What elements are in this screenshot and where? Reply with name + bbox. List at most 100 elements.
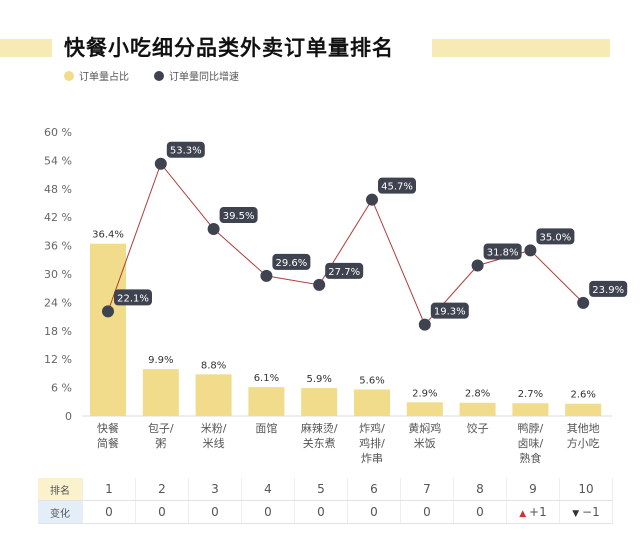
y-tick-label: 0 [65,410,72,423]
legend-line-label: 订单量同比增速 [169,72,239,83]
bar-label: 9.9% [148,355,173,366]
x-tick-label: 简餐 [97,436,119,450]
bar-label: 2.9% [412,388,437,399]
x-tick-label: 麻辣烫/ [301,421,338,435]
bar-label: 2.7% [518,389,543,400]
change-cell: 0 [241,500,295,524]
x-tick-label: 方小吃 [567,436,600,450]
bar [90,243,126,416]
x-tick-label: 粥 [155,437,166,450]
rank-cell: 8 [453,478,507,501]
legend-bar-swatch [64,70,74,81]
rank-cell: 7 [400,478,454,501]
change-cell: 0 [188,500,242,524]
rank-header: 排名 [38,478,83,501]
title-band-right [432,39,610,57]
x-tick-label: 炸鸡/ [359,421,385,435]
y-tick-label: 24 % [44,296,72,309]
y-tick-label: 6 % [51,382,72,395]
change-cell: ▲ +1 [506,500,560,524]
bar-label: 2.6% [570,390,595,401]
change-cell: ▼ −1 [559,500,613,524]
bar-label: 5.6% [359,375,384,386]
change-cell: 0 [294,500,348,524]
y-tick-label: 60 % [44,126,72,139]
legend-line-swatch [154,70,164,81]
x-tick-label: 快餐 [97,421,119,435]
bar [142,369,179,416]
y-tick-label: 12 % [44,353,72,366]
rank-cell: 4 [241,478,295,501]
bar-label: 2.8% [465,389,490,400]
y-tick-label: 54 % [44,154,72,167]
growth-label-box [272,253,311,270]
rank-table: 排名 1 2 3 4 5 6 7 8 9 10 变化 0 0 0 0 0 0 0 0 ▲ +1 ▼ −1 [38,478,613,524]
growth-point [313,278,326,291]
growth-point [366,193,378,206]
growth-label: 27.7% [328,267,360,278]
x-tick-label: 包子/ [148,422,174,435]
growth-label: 31.8% [487,247,519,258]
x-tick-label: 饺子 [467,421,489,435]
growth-label-box [325,262,364,279]
x-tick-label: 鸭脖/ [518,422,544,435]
x-tick-label: 其他地 [567,422,600,435]
bar-label: 5.9% [306,374,331,385]
growth-label-box [589,280,628,297]
growth-label-box [378,177,416,194]
growth-point [260,269,273,282]
bar [406,402,443,416]
bar [195,374,232,416]
growth-label-box [430,302,469,319]
growth-label: 29.6% [276,258,308,269]
legend-bar-label: 订单量占比 [79,72,129,83]
growth-label-box [219,207,258,224]
growth-label: 39.5% [223,211,255,222]
growth-label: 19.3% [434,307,466,318]
rank-cell: 5 [294,478,348,501]
bar [565,403,602,416]
growth-label-box [166,141,205,158]
arrow-down-icon: ▼ [572,509,583,519]
rank-cell: 1 [82,478,136,501]
growth-point [102,305,114,318]
rank-cell: 6 [347,478,401,501]
change-cell: 0 [400,500,454,524]
y-tick-label: 30 % [44,268,72,281]
bar-label: 8.8% [201,360,226,371]
growth-point [154,157,167,170]
x-tick-label: 米线 [203,436,225,450]
x-tick-label: 关东煮 [303,436,336,450]
arrow-up-icon: ▲ [519,509,530,519]
rank-cell: 9 [506,478,560,501]
x-tick-label: 鸡排/ [359,436,385,450]
change-cell: 0 [347,500,401,524]
legend-line: 订单量同比增速 [154,68,239,83]
rank-cell: 2 [135,478,189,501]
y-tick-label: 48 % [44,183,72,196]
y-tick-label: 18 % [44,325,72,338]
bar-label: 6.1% [254,373,279,384]
growth-label-box [483,243,522,260]
bar-label: 36.4% [92,230,124,241]
growth-label: 45.7% [381,182,413,193]
x-tick-label: 黄焖鸡 [408,421,441,435]
x-tick-label: 炸串 [361,452,383,465]
x-tick-label: 面馆 [255,421,277,435]
bar [301,388,338,416]
bar [459,402,496,416]
bar [248,387,285,416]
growth-point [207,223,220,236]
y-tick-label: 42 % [44,211,72,224]
chart-title: 快餐小吃细分品类外卖订单量排名 [64,36,394,60]
growth-label: 22.1% [117,293,149,304]
growth-label-box [114,289,152,306]
bar [354,389,390,416]
growth-point [577,296,590,309]
bar [512,403,549,416]
chart: 0 6 % 12 % 18 % 24 % 30 % 36 % 42 % 48 % 54 % 60 %… [44,126,628,465]
y-tick-label: 36 % [44,240,72,253]
growth-label: 35.0% [540,232,572,243]
change-header: 变化 [38,500,83,524]
legend-bar: 订单量占比 [64,68,129,83]
